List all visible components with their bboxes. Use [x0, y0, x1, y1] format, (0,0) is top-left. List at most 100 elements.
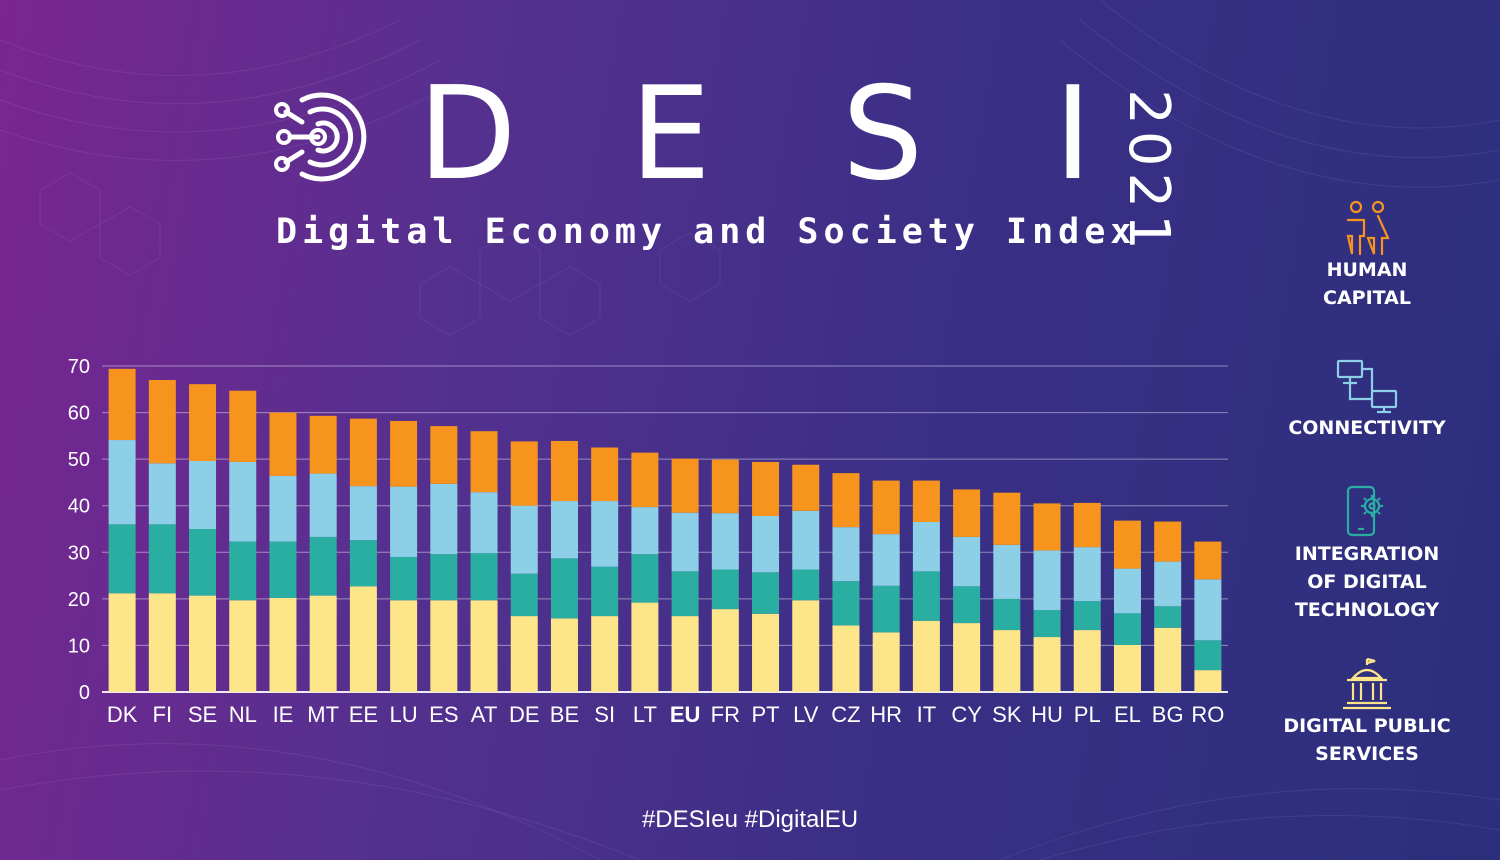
bar-segment-integration	[470, 553, 498, 601]
bar-segment-digital-public-services	[872, 632, 900, 692]
x-tick-label: CY	[951, 702, 982, 727]
bar-segment-connectivity	[148, 463, 176, 525]
bar-segment-integration	[229, 541, 257, 601]
page-title: D E S I	[418, 70, 1266, 200]
y-tick-label: 40	[68, 496, 90, 518]
bar-segment-connectivity	[752, 515, 780, 573]
bar-segment-human-capital	[148, 379, 176, 464]
bar-segment-human-capital	[470, 431, 498, 493]
year-label: 2021	[1115, 88, 1181, 256]
bar-segment-human-capital	[229, 390, 257, 462]
bar-segment-digital-public-services	[550, 618, 578, 692]
x-tick-label: NL	[229, 702, 257, 727]
bar-segment-integration	[953, 586, 981, 624]
bar-segment-human-capital	[591, 447, 619, 502]
bar-segment-human-capital	[550, 440, 578, 502]
x-tick-label: LV	[793, 702, 819, 727]
x-tick-label: MT	[307, 702, 339, 727]
x-tick-label: HR	[870, 702, 902, 727]
bar-segment-connectivity	[671, 512, 699, 572]
stacked-bar-chart: 0 10 20 30 40 50 60 70 DK FI SE NL IE MT EE LU ES AT DE BE S…	[68, 356, 1228, 727]
people-icon	[1346, 200, 1390, 256]
bar-segment-connectivity	[993, 544, 1021, 599]
title-letter: I	[1054, 60, 1092, 209]
y-tick-label: 20	[68, 589, 90, 611]
bar-segment-digital-public-services	[229, 600, 257, 692]
year-label-container: 2021	[1115, 82, 1181, 262]
y-tick-label: 10	[68, 635, 90, 657]
x-tick-label: IT	[917, 702, 937, 727]
legend: HUMAN CAPITAL CONNECTIVITY INTEGRATION O…	[1262, 190, 1472, 790]
bar-segment-connectivity	[792, 510, 820, 570]
title-letter: S	[842, 60, 924, 209]
x-tick-label: DE	[509, 702, 540, 727]
legend-item-integration: INTEGRATION OF DIGITAL TECHNOLOGY	[1262, 484, 1472, 624]
bar-segment-human-capital	[430, 426, 458, 484]
x-tick-label: FR	[711, 702, 740, 727]
bar-segment-integration	[711, 569, 739, 610]
bar-segment-connectivity	[1073, 547, 1101, 602]
bar-segment-human-capital	[1194, 541, 1222, 580]
bar-segment-connectivity	[872, 534, 900, 586]
x-tick-label: LT	[633, 702, 657, 727]
x-tick-label: HU	[1031, 702, 1063, 727]
bar-segment-connectivity	[349, 486, 377, 541]
network-icon	[1336, 359, 1398, 414]
y-tick-label: 30	[68, 542, 90, 564]
bar-segment-connectivity	[1154, 561, 1182, 607]
bar-segment-digital-public-services	[1154, 627, 1182, 692]
x-tick-label: IE	[273, 702, 294, 727]
bar-segment-connectivity	[470, 492, 498, 554]
bar-segment-connectivity	[229, 461, 257, 542]
bar-segment-connectivity	[510, 505, 538, 574]
x-tick-label: FI	[153, 702, 173, 727]
bar-segment-integration	[872, 585, 900, 633]
bar-segment-digital-public-services	[390, 600, 418, 692]
bar-segment-digital-public-services	[711, 609, 739, 692]
bar-segment-connectivity	[430, 483, 458, 555]
bar-segment-integration	[1194, 640, 1222, 671]
bar-segment-human-capital	[953, 489, 981, 537]
legend-label: INTEGRATION OF DIGITAL TECHNOLOGY	[1294, 543, 1440, 621]
bar-segment-connectivity	[1113, 568, 1141, 614]
bar-segment-digital-public-services	[832, 625, 860, 692]
x-tick-label: SE	[188, 702, 217, 727]
bar-segment-digital-public-services	[993, 630, 1021, 692]
bar-segment-digital-public-services	[108, 593, 136, 692]
x-tick-label: LU	[390, 702, 418, 727]
bar-segment-digital-public-services	[148, 593, 176, 692]
bar-segment-digital-public-services	[912, 620, 940, 692]
bar-segment-digital-public-services	[510, 616, 538, 692]
bar-segment-connectivity	[189, 461, 217, 529]
bar-segment-digital-public-services	[671, 616, 699, 692]
bar-segment-connectivity	[309, 473, 337, 537]
x-tick-label: BE	[550, 702, 579, 727]
bar-segment-digital-public-services	[591, 616, 619, 692]
bar-segment-digital-public-services	[953, 623, 981, 692]
bar-segment-human-capital	[1033, 503, 1061, 551]
bar-segment-human-capital	[349, 418, 377, 487]
bar-segment-integration	[591, 566, 619, 617]
x-tick-label: BG	[1152, 702, 1184, 727]
bar-segment-connectivity	[1033, 550, 1061, 611]
x-tick-label: SK	[992, 702, 1022, 727]
bar-segment-human-capital	[832, 473, 860, 528]
bar-segment-integration	[1033, 610, 1061, 638]
bar-segment-digital-public-services	[269, 597, 297, 692]
bar-segment-integration	[189, 529, 217, 596]
bar-segment-digital-public-services	[189, 595, 217, 692]
x-tick-label: EU	[670, 702, 701, 727]
title-letter: D	[418, 60, 517, 209]
bar-segment-human-capital	[510, 441, 538, 506]
bar-segment-integration	[550, 558, 578, 619]
bar-segment-digital-public-services	[792, 600, 820, 692]
bar-segment-integration	[390, 556, 418, 601]
bar-segment-integration	[430, 554, 458, 601]
bar-segment-digital-public-services	[349, 586, 377, 692]
bar-segment-human-capital	[993, 492, 1021, 545]
bar-segment-connectivity	[269, 475, 297, 542]
bar-segment-connectivity	[550, 501, 578, 559]
bar-segment-connectivity	[108, 440, 136, 525]
bar-segment-human-capital	[671, 458, 699, 513]
bar-segment-human-capital	[309, 415, 337, 474]
